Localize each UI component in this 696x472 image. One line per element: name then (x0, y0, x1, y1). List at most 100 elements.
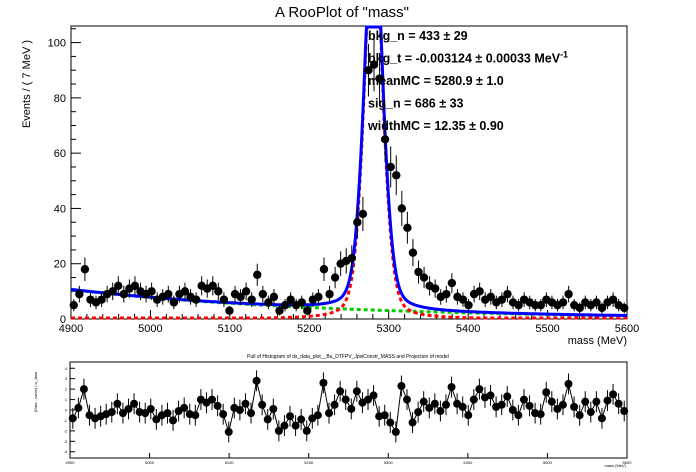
pull-point (553, 398, 562, 420)
pull-point (408, 412, 417, 433)
pull-point (614, 393, 623, 415)
pull-marker (486, 391, 495, 400)
fit-parameter-unit-exponent: -1 (560, 50, 568, 60)
pull-x-tick-label: 5300 (384, 460, 394, 465)
pull-marker (575, 411, 584, 420)
pull-marker (414, 408, 423, 417)
pull-marker (352, 387, 361, 396)
data-point (369, 38, 379, 92)
pull-marker (603, 396, 612, 405)
data-marker (236, 292, 245, 302)
data-marker (214, 287, 223, 296)
pull-marker (592, 397, 601, 406)
pull-marker (219, 410, 228, 419)
data-point (386, 146, 395, 188)
data-marker (353, 218, 362, 227)
data-point (75, 285, 84, 303)
main-y-tick-label: 100 (48, 38, 66, 50)
data-point (597, 302, 607, 314)
data-marker (514, 300, 523, 310)
data-marker (258, 289, 268, 299)
data-marker (442, 289, 451, 299)
pull-marker (497, 400, 506, 409)
data-point (620, 302, 629, 314)
data-point (108, 282, 117, 301)
main-x-tick-label: 5200 (297, 323, 321, 335)
fit-parameter-label: bkg_n = (368, 29, 419, 43)
pull-point (341, 389, 350, 410)
fit-parameter-label: sig_n = (368, 97, 415, 111)
pull-marker (564, 379, 573, 388)
pull-x-axis-label: mass (MeV) (604, 463, 626, 468)
pull-point (547, 391, 556, 413)
pull-point (169, 410, 178, 431)
data-point (397, 190, 407, 226)
pull-point (603, 390, 612, 412)
pull-x-tick-label: 5400 (463, 460, 473, 465)
pull-point (497, 394, 506, 416)
pull-marker (141, 409, 150, 418)
pull-point (180, 397, 189, 419)
pull-marker (113, 399, 122, 408)
main-x-tick-label: 5300 (376, 323, 400, 335)
data-marker (364, 66, 373, 75)
pull-marker (558, 400, 567, 409)
pull-marker (514, 411, 523, 420)
pull-plot: 4900 5000 5100 5200 5300 5400 5500 5600 -4 -3 -2 -1… (63, 361, 632, 465)
data-marker (408, 248, 418, 257)
pull-point (85, 404, 94, 426)
pull-marker (118, 409, 127, 418)
data-marker (597, 303, 607, 313)
data-marker (297, 298, 306, 307)
data-point (191, 292, 201, 307)
data-point (497, 292, 507, 307)
pull-point (575, 404, 584, 426)
pull-marker (458, 402, 467, 411)
pull-y-tick-label: 0 (65, 408, 68, 413)
pull-marker (519, 395, 528, 404)
pull-point (319, 372, 328, 394)
data-point (486, 289, 495, 305)
data-marker (80, 265, 90, 274)
data-marker (486, 292, 495, 302)
pull-marker (247, 409, 256, 418)
pull-chart-title: Pull of Histogram of ds_data_plot__Bu_DT… (247, 354, 449, 360)
pull-point (258, 394, 267, 416)
fit-parameter-text: widthMC = 12.35 ± 0.90 (367, 119, 504, 133)
pull-point (79, 378, 88, 400)
pull-marker (302, 426, 311, 435)
pull-point (247, 402, 256, 424)
data-marker (558, 298, 568, 307)
main-plot: 4900 5000 5100 5200 5300 5400 5500 5600 0 20 40 60 8… (48, 25, 639, 335)
data-marker (147, 287, 156, 296)
pull-marker (274, 426, 283, 435)
data-point (264, 295, 273, 310)
pull-marker (107, 408, 116, 417)
pull-point (586, 401, 595, 423)
pull-point (330, 394, 339, 416)
data-marker (75, 289, 84, 299)
pull-point (508, 399, 517, 421)
data-marker (575, 303, 584, 313)
data-marker (386, 162, 395, 172)
pull-marker (525, 401, 534, 410)
pull-point (208, 389, 217, 410)
pull-marker (341, 395, 350, 404)
pull-point (564, 373, 573, 395)
data-point (558, 295, 568, 310)
pull-point (458, 396, 467, 418)
main-x-tick-label: 5000 (138, 323, 162, 335)
main-x-tick-label: 5500 (535, 323, 559, 335)
data-point (241, 282, 251, 301)
main-y-tick-label: 20 (54, 259, 66, 271)
pull-y-tick-label: 1 (65, 397, 68, 402)
pull-y-tick-label: 2 (65, 387, 68, 392)
data-marker (269, 292, 279, 302)
total-fit-curve (70, 25, 627, 317)
pull-point (202, 392, 211, 414)
data-marker (325, 289, 334, 299)
data-marker (169, 298, 179, 307)
data-marker (180, 287, 190, 296)
fit-parameter-value: 12.35 ± 0.90 (434, 119, 503, 133)
pull-marker (280, 421, 289, 430)
